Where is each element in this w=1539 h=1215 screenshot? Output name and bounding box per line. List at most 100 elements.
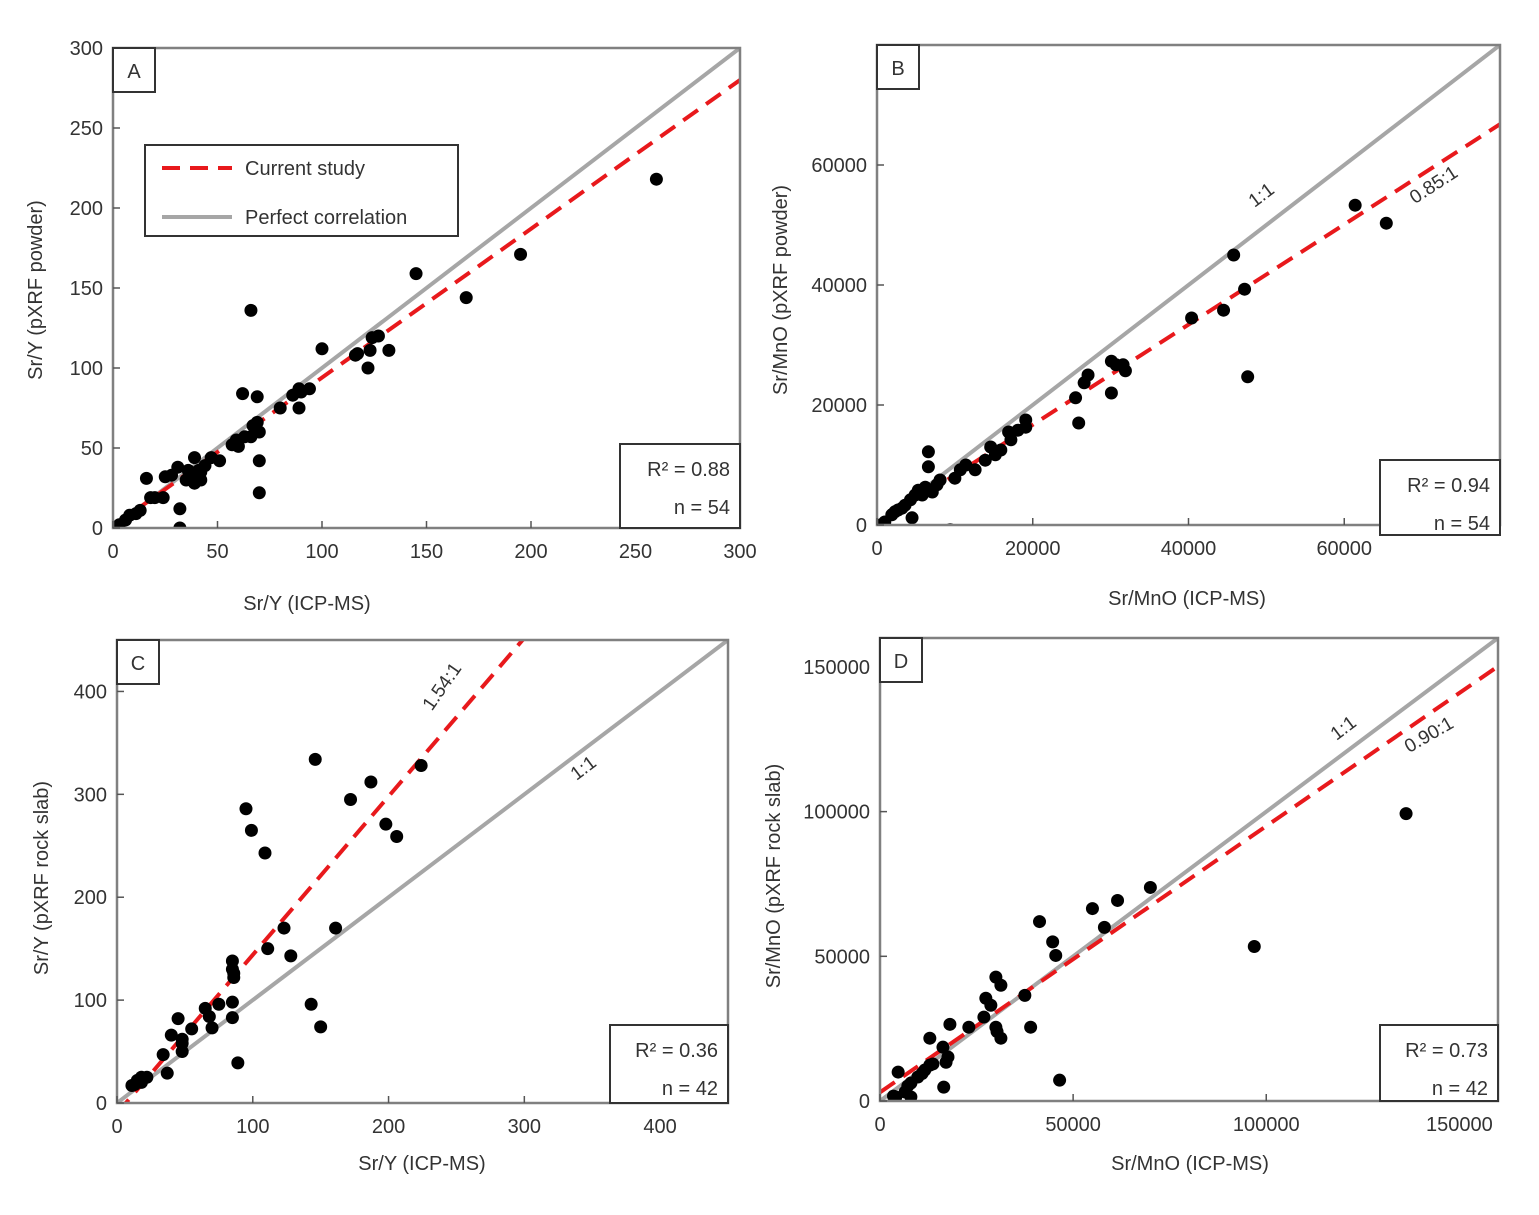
y-tick-label: 100000 xyxy=(803,802,870,824)
data-point xyxy=(1081,368,1095,382)
data-point xyxy=(923,1031,937,1045)
x-axis-label: Sr/MnO (ICP-MS) xyxy=(1108,588,1266,610)
data-point xyxy=(315,342,329,356)
data-point xyxy=(363,343,377,357)
data-point xyxy=(329,921,343,935)
legend: Current study Perfect correlation xyxy=(144,144,459,237)
x-tick-label: 200 xyxy=(514,541,547,563)
data-point xyxy=(1019,420,1033,434)
y-tick-label: 50 xyxy=(81,438,103,460)
stats-box xyxy=(609,1024,729,1104)
data-point xyxy=(1069,391,1083,405)
data-point xyxy=(225,995,239,1009)
y-tick-label: 0 xyxy=(92,518,103,540)
data-point xyxy=(261,942,275,956)
data-point xyxy=(185,1022,199,1036)
x-tick-label: 0 xyxy=(874,1114,885,1136)
data-point xyxy=(252,425,266,439)
data-point xyxy=(414,759,428,773)
legend-fit-label: Current study xyxy=(245,158,365,180)
data-point xyxy=(1033,915,1047,929)
data-point xyxy=(937,1080,951,1094)
data-point xyxy=(225,1011,239,1025)
data-point xyxy=(409,267,423,281)
data-point xyxy=(156,491,170,505)
x-axis-label: Sr/Y (ICP-MS) xyxy=(243,593,370,615)
x-tick-label: 50000 xyxy=(1045,1114,1101,1136)
data-point xyxy=(239,802,253,816)
panel-c: 0 100 200 300 400 0 100 200 300 400 Sr/Y (ICP-MS) S… xyxy=(31,638,730,1175)
data-point xyxy=(231,439,245,453)
data-point xyxy=(1111,893,1125,907)
panel-a: 0 50 100 150 200 250 300 0 50 100 150 200 250 300 Sr/Y… xyxy=(25,38,757,615)
data-point xyxy=(379,817,393,831)
x-tick-label: 0 xyxy=(107,541,118,563)
x-tick-label: 100 xyxy=(236,1116,269,1138)
panel-label: A xyxy=(127,61,141,83)
y-tick-label: 400 xyxy=(74,681,107,703)
data-point xyxy=(308,752,322,766)
x-tick-label: 150 xyxy=(410,541,443,563)
r-squared-label: R² = 0.36 xyxy=(635,1040,718,1062)
data-point xyxy=(649,172,663,186)
slope-annotation: 1.54:1 xyxy=(419,659,467,714)
data-point xyxy=(977,1010,991,1024)
data-point xyxy=(904,1090,918,1101)
data-point xyxy=(1217,303,1231,317)
data-point xyxy=(1227,248,1241,262)
data-point xyxy=(459,291,473,305)
x-tick-label: 0 xyxy=(111,1116,122,1138)
data-point xyxy=(258,846,272,860)
x-tick-label: 100000 xyxy=(1233,1114,1300,1136)
x-axis-label: Sr/Y (ICP-MS) xyxy=(358,1153,485,1175)
data-point xyxy=(891,1065,905,1079)
data-point xyxy=(1024,1020,1038,1034)
legend-one-to-one-label: Perfect correlation xyxy=(245,207,407,229)
data-point xyxy=(231,1056,245,1070)
data-point xyxy=(236,387,250,401)
x-tick-label: 20000 xyxy=(1005,538,1061,560)
panel-label: C xyxy=(131,653,145,675)
y-axis-label: Sr/Y (pXRF rock slab) xyxy=(31,781,53,975)
data-point xyxy=(1085,902,1099,916)
data-point xyxy=(921,445,935,459)
fit-line xyxy=(123,640,526,1103)
data-point xyxy=(1072,416,1086,430)
data-point xyxy=(933,473,947,487)
data-point xyxy=(202,1010,216,1024)
data-point xyxy=(1097,920,1111,934)
plot-area xyxy=(117,640,728,1103)
one-to-one-line xyxy=(877,45,1500,525)
data-point xyxy=(994,978,1008,992)
data-point xyxy=(978,453,992,467)
data-point xyxy=(1247,939,1261,953)
panel-b: 0 20000 40000 60000 0 20000 40000 60000 Sr/MnO (… xyxy=(770,43,1502,610)
x-tick-label: 0 xyxy=(871,538,882,560)
stats-box xyxy=(619,443,741,529)
one-to-one-line xyxy=(117,640,728,1103)
data-point xyxy=(252,486,266,500)
x-tick-label: 200 xyxy=(372,1116,405,1138)
one-to-one-line xyxy=(880,638,1498,1101)
data-point xyxy=(175,1045,189,1059)
data-point xyxy=(361,361,375,375)
x-tick-label: 100 xyxy=(305,541,338,563)
data-point xyxy=(213,454,227,468)
data-point xyxy=(943,1017,957,1031)
x-axis-label: Sr/MnO (ICP-MS) xyxy=(1111,1153,1269,1175)
data-point xyxy=(1053,1073,1067,1087)
x-tick-label: 60000 xyxy=(1316,538,1372,560)
data-point xyxy=(1348,198,1362,212)
r-squared-label: R² = 0.94 xyxy=(1407,475,1490,497)
data-point xyxy=(205,1021,219,1035)
panel-label-box xyxy=(116,639,160,685)
data-point xyxy=(1104,386,1118,400)
y-tick-label: 0 xyxy=(859,1091,870,1113)
stats-box xyxy=(1379,1024,1499,1102)
data-point xyxy=(921,460,935,474)
data-point xyxy=(160,1066,174,1080)
slope-annotation: 0.85:1 xyxy=(1406,162,1462,208)
data-point xyxy=(227,970,241,984)
plot-frame xyxy=(115,638,730,1105)
plot-area xyxy=(880,638,1498,1101)
